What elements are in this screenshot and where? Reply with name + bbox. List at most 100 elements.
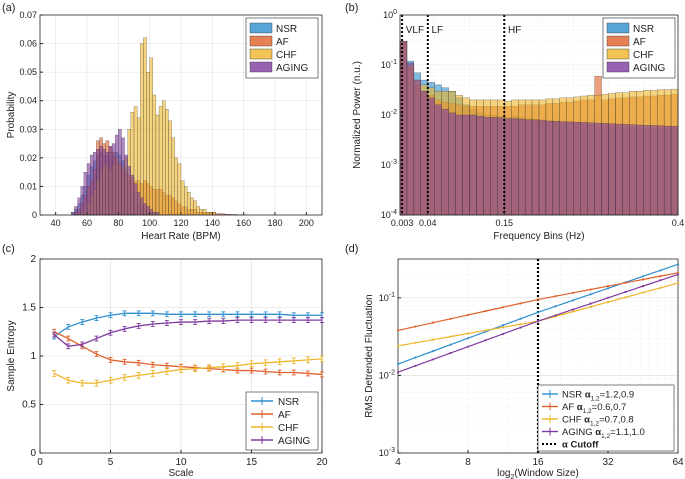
panel-d-point-af	[571, 291, 575, 294]
panel-d-point-chf	[659, 286, 662, 289]
panel-b-bar-aging	[441, 109, 449, 216]
panel-a-bar-aging	[80, 186, 84, 216]
panel-d-legend-value: =0.7,0.8	[599, 415, 634, 426]
panel-b-ytick-label: 100	[383, 9, 397, 20]
panel-a-bar-aging	[86, 163, 91, 216]
panel-c-lines	[52, 310, 324, 387]
panel-a-bar-aging	[90, 154, 94, 216]
panel-b-xtick-label: 0.15	[495, 218, 513, 228]
panel-a-ytick-label: 0.07	[19, 10, 37, 20]
panel-d-point-af	[624, 281, 627, 284]
panel-d-legend-label: AF α1,2=0.6,0.7	[562, 402, 626, 415]
panel-b-bar-aging	[448, 112, 456, 216]
panel-b-bar-aging	[622, 124, 630, 216]
panel-a-legend-swatch-af	[249, 35, 273, 47]
panel-a-bar-aging	[118, 129, 122, 216]
panel-d-point-af	[414, 325, 417, 328]
panel-a-ytick-label: 0.05	[19, 67, 37, 77]
panel-d-point-chf	[449, 335, 452, 338]
panel-a-xtick-label: 40	[51, 218, 61, 228]
panel-a-bar-aging	[83, 172, 88, 216]
panel-a-legend-label: NSR	[276, 24, 297, 35]
panel-a-bars	[71, 37, 247, 216]
panel-b-bar-aging	[455, 114, 463, 216]
panel-b-ytick-label: 10-3	[381, 159, 397, 170]
panel-b-legend: NSR AF CHF AGING	[602, 17, 676, 79]
panel-d-point-af	[606, 285, 610, 288]
panel-d-legend-cutoff-label: α Cutoff	[562, 440, 599, 451]
panel-a-ytick-label: 0	[32, 210, 37, 220]
panel-b-legend-label: NSR	[633, 24, 654, 35]
panel-d-point-nsr	[536, 311, 540, 314]
panel-a-bar-aging	[121, 137, 125, 216]
panel-c-ytick-label: 2	[30, 254, 36, 265]
panel-b-bar-aging	[545, 120, 554, 216]
panel-c-legend: NSR AF CHF AGING	[245, 391, 319, 451]
panel-c-ytick-label: 1.5	[22, 303, 36, 314]
panel-a-legend-swatch-nsr	[249, 22, 273, 34]
panel-c-xlabel: Scale	[168, 468, 193, 479]
panel-b-band-label: VLF	[406, 25, 424, 36]
panel-b-bar-aging	[406, 62, 415, 216]
panel-b-xtick-label: 0.4	[672, 218, 685, 228]
panel-a-bar-aging	[71, 212, 75, 216]
panel-a-legend-swatch-aging	[249, 61, 273, 73]
panel-d-point-aging	[449, 351, 452, 355]
panel-d-point-aging	[484, 339, 487, 342]
panel-c-ylabel: Sample Entropy	[6, 320, 17, 391]
panel-d-point-af	[676, 271, 680, 274]
panel-b-ytick-label-base: 10	[381, 60, 391, 70]
panel-d-point-chf	[589, 305, 592, 308]
panel-d-point-af	[396, 329, 400, 332]
panel-b-ytick-label-exp: 0	[393, 9, 397, 16]
panel-d-point-aging	[519, 326, 522, 329]
panel-b-bar-aging	[524, 119, 533, 216]
panel-d-xtick-label: 32	[602, 457, 614, 468]
panel-d-point-chf	[414, 341, 417, 344]
panel-b-bar-aging	[511, 118, 519, 216]
panel-d-ytick-exp: -3	[389, 447, 395, 454]
panel-a-bar-chf	[202, 209, 207, 216]
panel-d-point-chf	[624, 296, 627, 299]
panel-d-xtick-label: 64	[672, 457, 684, 468]
panel-d-ylabel: RMS Detrended Fluctuation	[364, 294, 375, 417]
panel-d-point-nsr	[449, 343, 452, 346]
panel-b-legend-swatch-nsr	[606, 22, 630, 34]
panel-d-dfa: 10-310-210-14 8 16 32 64 log2(Window Size) R…	[364, 258, 684, 479]
panel-a-legend: NSR AF CHF AGING	[245, 17, 319, 79]
panel-b-bar-aging	[427, 97, 435, 216]
panel-a-bar-chf	[190, 197, 194, 216]
panel-c-legend-label: AF	[278, 410, 291, 421]
panel-c-line-af	[53, 331, 323, 376]
panel-a-ticks: 0 0.01 0.02 0.03 0.04 0.05 0.06 0.07 40 60 80 100 12…	[19, 10, 313, 228]
panel-b-bar-aging	[657, 125, 665, 216]
panel-a-bar-aging	[124, 154, 128, 216]
panel-b-band-label: HF	[508, 25, 521, 36]
panel-c-ytick-label: 1	[30, 351, 36, 362]
panel-d-point-aging	[396, 371, 400, 374]
panel-d-legend-alpha: α	[584, 415, 590, 426]
panel-d-point-aging	[431, 358, 435, 361]
panel-b-bar-aging	[643, 125, 651, 216]
panel-b-bar-aging	[504, 118, 512, 216]
panel-a-xtick-label: 100	[142, 218, 157, 228]
panel-b-bar-aging	[538, 120, 547, 216]
panel-a-legend-label: CHF	[276, 50, 297, 61]
panel-c-ticks: 00.511.520 5 10 15 20	[22, 254, 328, 468]
panel-d-point-aging	[676, 273, 680, 276]
panel-b-xtick-label: 0.003	[391, 218, 414, 228]
panel-a-bar-aging	[115, 134, 119, 216]
panel-d-point-aging	[536, 320, 540, 323]
panel-a-bar-chf	[205, 212, 210, 216]
panel-b-legend-label: AF	[633, 37, 646, 48]
panel-b-band-label: LF	[431, 25, 443, 36]
panel-b-bar-aging	[476, 115, 484, 216]
panel-b-bar-aging	[518, 118, 526, 216]
panel-a-ytick-label: 0.03	[19, 124, 37, 134]
panel-a-ytick-label: 0.02	[19, 153, 37, 163]
panel-d-point-aging	[624, 290, 627, 294]
panel-d-legend-value: =1.2,0.9	[600, 390, 635, 401]
panel-d-legend-sub: 1,2	[583, 408, 592, 415]
panel-c-line-aging	[53, 319, 322, 347]
